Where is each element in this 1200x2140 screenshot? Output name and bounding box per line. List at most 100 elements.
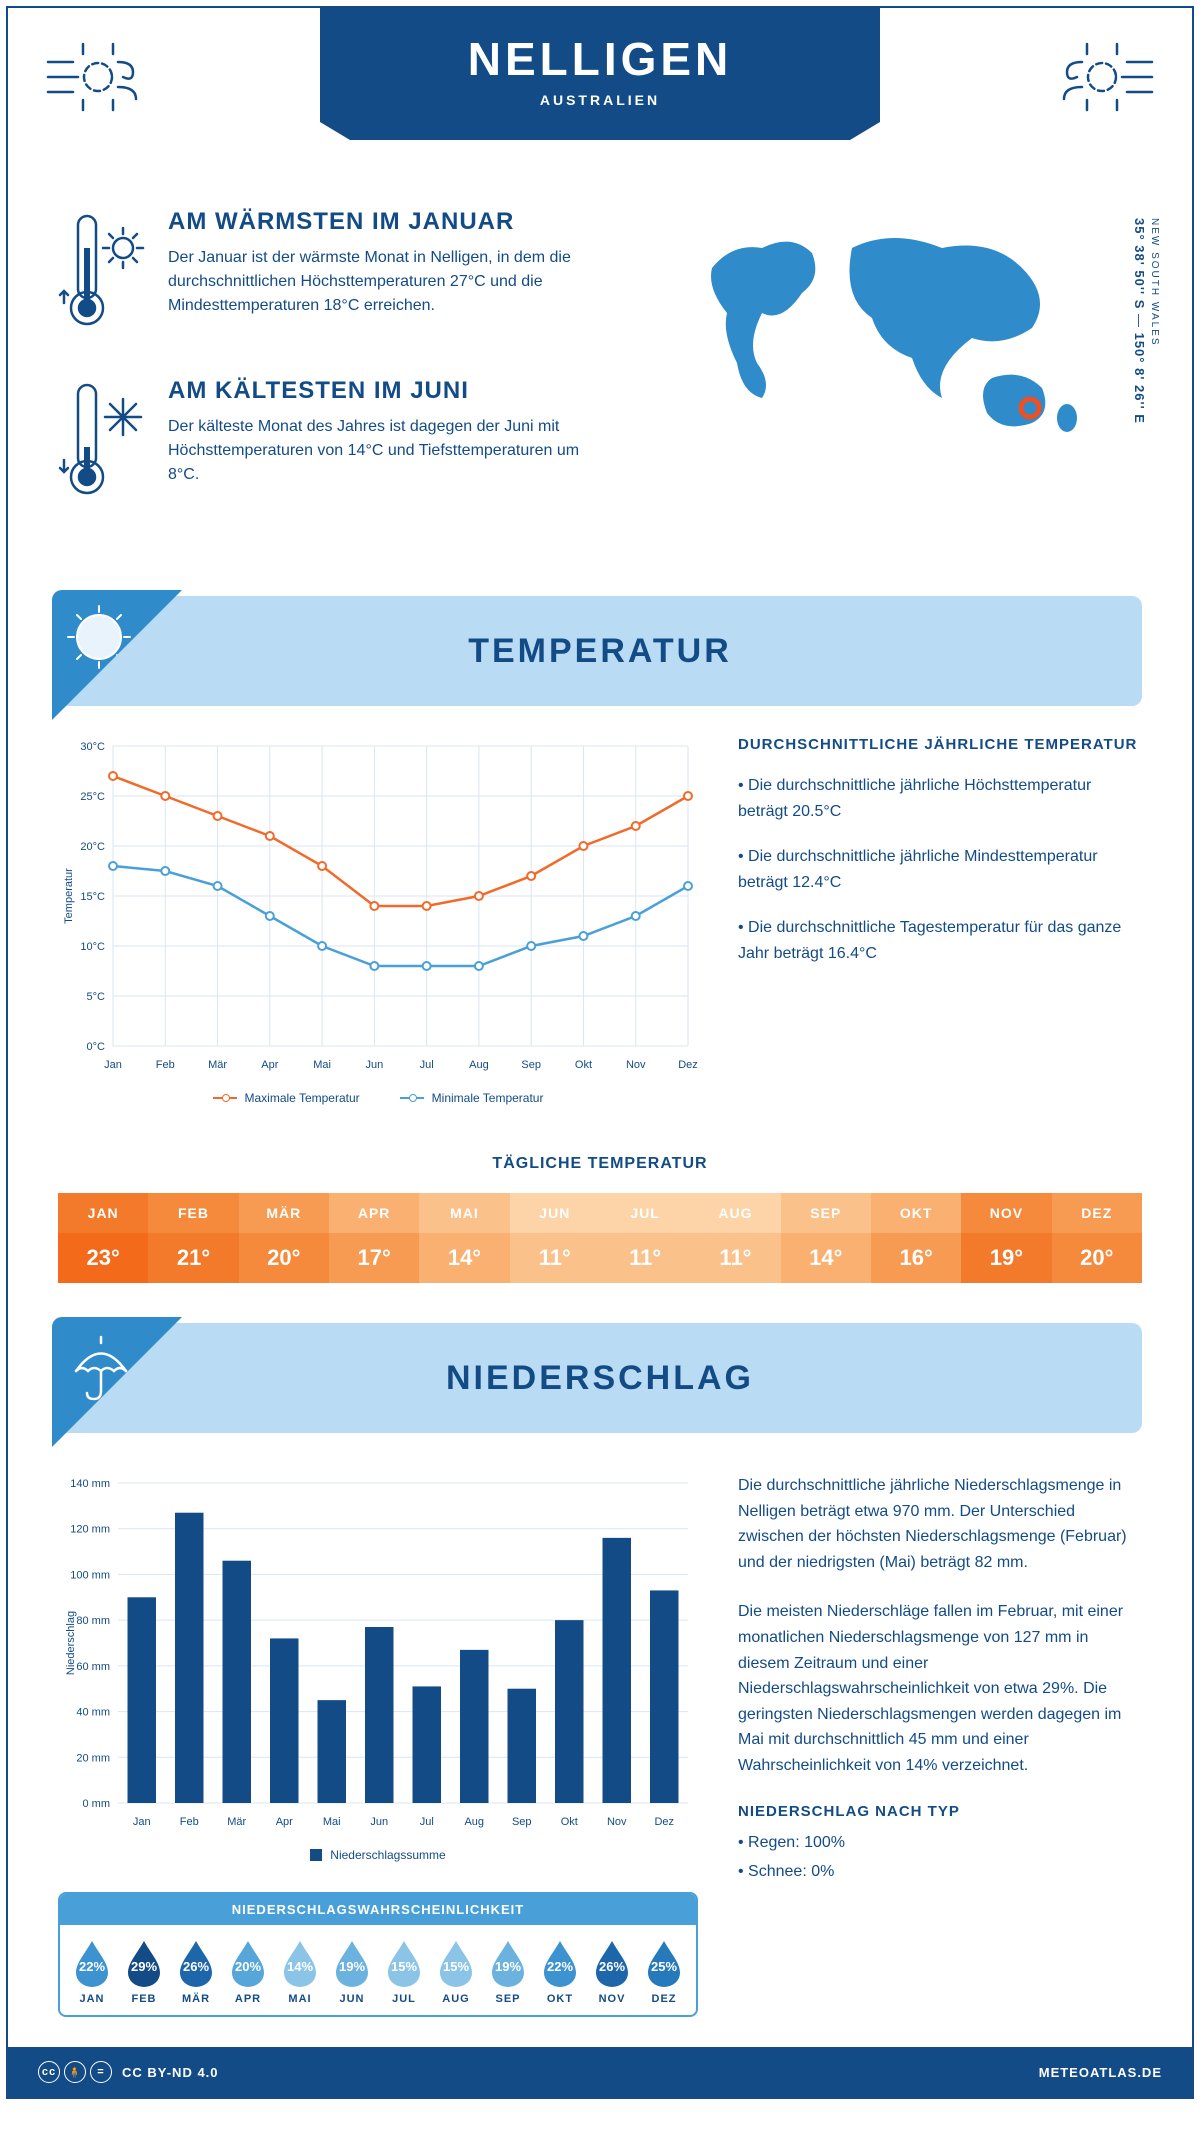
daily-head-cell: APR (329, 1193, 419, 1233)
svg-text:Jan: Jan (133, 1816, 151, 1828)
temp-chart: 0°C5°C10°C15°C20°C25°C30°CJanFebMärAprMa… (58, 736, 698, 1105)
daily-body-cell: 19° (961, 1233, 1051, 1283)
temp-summary-b3: • Die durchschnittliche Tagestemperatur … (738, 915, 1142, 966)
daily-body-cell: 14° (781, 1233, 871, 1283)
title-ribbon: NELLIGEN AUSTRALIEN (320, 8, 880, 122)
daily-head-cell: JUN (510, 1193, 600, 1233)
svg-text:Jul: Jul (420, 1059, 434, 1071)
prob-cell: 22% OKT (534, 1939, 586, 2005)
coldest-text: Der kälteste Monat des Jahres ist dagege… (168, 415, 588, 487)
daily-head-cell: AUG (690, 1193, 780, 1233)
drop-icon: 20% (228, 1939, 268, 1987)
svg-text:10°C: 10°C (80, 941, 105, 953)
intro-section: AM WÄRMSTEN IM JANUAR Der Januar ist der… (8, 178, 1192, 586)
warmest-text: Der Januar ist der wärmste Monat in Nell… (168, 246, 588, 318)
daily-head-cell: DEZ (1052, 1193, 1142, 1233)
nd-icon: = (90, 2061, 112, 2083)
cc-icons: cc 🧍 = (38, 2061, 112, 2083)
svg-text:15°C: 15°C (80, 891, 105, 903)
temp-banner-title: TEMPERATUR (468, 632, 732, 671)
daily-body-cell: 20° (239, 1233, 329, 1283)
svg-text:Apr: Apr (261, 1059, 278, 1071)
svg-text:100 mm: 100 mm (70, 1569, 110, 1581)
svg-text:Jun: Jun (370, 1816, 388, 1828)
svg-text:30°C: 30°C (80, 741, 105, 753)
svg-text:Apr: Apr (276, 1816, 293, 1828)
daily-head-cell: NOV (961, 1193, 1051, 1233)
daily-body-cell: 17° (329, 1233, 419, 1283)
precip-chart: 0 mm20 mm40 mm60 mm80 mm100 mm120 mm140 … (58, 1473, 698, 1833)
daily-head-cell: SEP (781, 1193, 871, 1233)
svg-text:Feb: Feb (156, 1059, 175, 1071)
prob-cell: 19% SEP (482, 1939, 534, 2005)
drop-icon: 25% (644, 1939, 684, 1987)
legend-min: .legend-item:nth-child(2) .legend-marker… (400, 1091, 544, 1105)
precip-text: Die durchschnittliche jährliche Niedersc… (738, 1473, 1142, 2017)
svg-text:20°C: 20°C (80, 841, 105, 853)
precip-type1: • Regen: 100% (738, 1830, 1142, 1856)
temp-summary: DURCHSCHNITTLICHE JÄHRLICHE TEMPERATUR •… (738, 736, 1142, 1105)
site-label: METEOATLAS.DE (1039, 2065, 1162, 2080)
svg-text:Jan: Jan (104, 1059, 122, 1071)
daily-body-cell: 21° (148, 1233, 238, 1283)
precip-banner-title: NIEDERSCHLAG (446, 1359, 754, 1398)
footer: cc 🧍 = CC BY-ND 4.0 METEOATLAS.DE (8, 2047, 1192, 2097)
thermometer-cold-icon (58, 377, 148, 512)
drop-icon: 15% (384, 1939, 424, 1987)
daily-head-cell: FEB (148, 1193, 238, 1233)
svg-text:Sep: Sep (521, 1059, 541, 1071)
svg-text:0°C: 0°C (87, 1041, 106, 1053)
prob-cell: 20% APR (222, 1939, 274, 2005)
umbrella-icon (52, 1317, 182, 1447)
svg-text:80 mm: 80 mm (76, 1615, 110, 1627)
svg-text:Aug: Aug (464, 1816, 484, 1828)
prob-cell: 15% AUG (430, 1939, 482, 2005)
drop-icon: 26% (592, 1939, 632, 1987)
svg-text:Okt: Okt (561, 1816, 578, 1828)
svg-text:140 mm: 140 mm (70, 1478, 110, 1490)
daily-head-cell: MAI (419, 1193, 509, 1233)
coldest-title: AM KÄLTESTEN IM JUNI (168, 377, 588, 405)
prob-cell: 26% NOV (586, 1939, 638, 2005)
svg-text:Temperatur: Temperatur (63, 868, 75, 924)
precip-p2: Die meisten Niederschläge fallen im Febr… (738, 1599, 1142, 1778)
svg-text:Nov: Nov (607, 1816, 627, 1828)
daily-body-cell: 23° (58, 1233, 148, 1283)
prob-cell: 19% JUN (326, 1939, 378, 2005)
daily-head-cell: OKT (871, 1193, 961, 1233)
probability-title: NIEDERSCHLAGSWAHRSCHEINLICHKEIT (60, 1894, 696, 1925)
daily-head-cell: MÄR (239, 1193, 329, 1233)
license-label: CC BY-ND 4.0 (122, 2065, 219, 2080)
svg-text:25°C: 25°C (80, 791, 105, 803)
svg-text:Mai: Mai (313, 1059, 331, 1071)
precip-left: 0 mm20 mm40 mm60 mm80 mm100 mm120 mm140 … (58, 1473, 698, 2017)
region-label: NEW SOUTH WALES (1149, 218, 1160, 347)
precip-p1: Die durchschnittliche jährliche Niedersc… (738, 1473, 1142, 1575)
prob-cell: 26% MÄR (170, 1939, 222, 2005)
prob-cell: 25% DEZ (638, 1939, 690, 2005)
svg-text:0 mm: 0 mm (83, 1798, 111, 1810)
svg-text:Mär: Mär (208, 1059, 227, 1071)
svg-text:40 mm: 40 mm (76, 1707, 110, 1719)
thermometer-hot-icon (58, 208, 148, 343)
wind-icon (38, 32, 148, 127)
sun-icon (52, 590, 182, 720)
header: NELLIGEN AUSTRALIEN (8, 8, 1192, 178)
svg-text:Jun: Jun (365, 1059, 383, 1071)
svg-text:Dez: Dez (678, 1059, 698, 1071)
daily-title: TÄGLICHE TEMPERATUR (8, 1155, 1192, 1173)
drop-icon: 19% (332, 1939, 372, 1987)
daily-body-cell: 14° (419, 1233, 509, 1283)
daily-body-cell: 16° (871, 1233, 961, 1283)
probability-box: NIEDERSCHLAGSWAHRSCHEINLICHKEIT 22% JAN … (58, 1892, 698, 2017)
drop-icon: 26% (176, 1939, 216, 1987)
drop-icon: 14% (280, 1939, 320, 1987)
cc-icon: cc (38, 2061, 60, 2083)
daily-body-cell: 11° (690, 1233, 780, 1283)
page: NELLIGEN AUSTRALIEN (6, 6, 1194, 2099)
world-map-icon (672, 208, 1112, 468)
svg-text:20 mm: 20 mm (76, 1752, 110, 1764)
prob-cell: 22% JAN (66, 1939, 118, 2005)
temp-summary-b2: • Die durchschnittliche jährliche Mindes… (738, 844, 1142, 895)
drop-icon: 15% (436, 1939, 476, 1987)
